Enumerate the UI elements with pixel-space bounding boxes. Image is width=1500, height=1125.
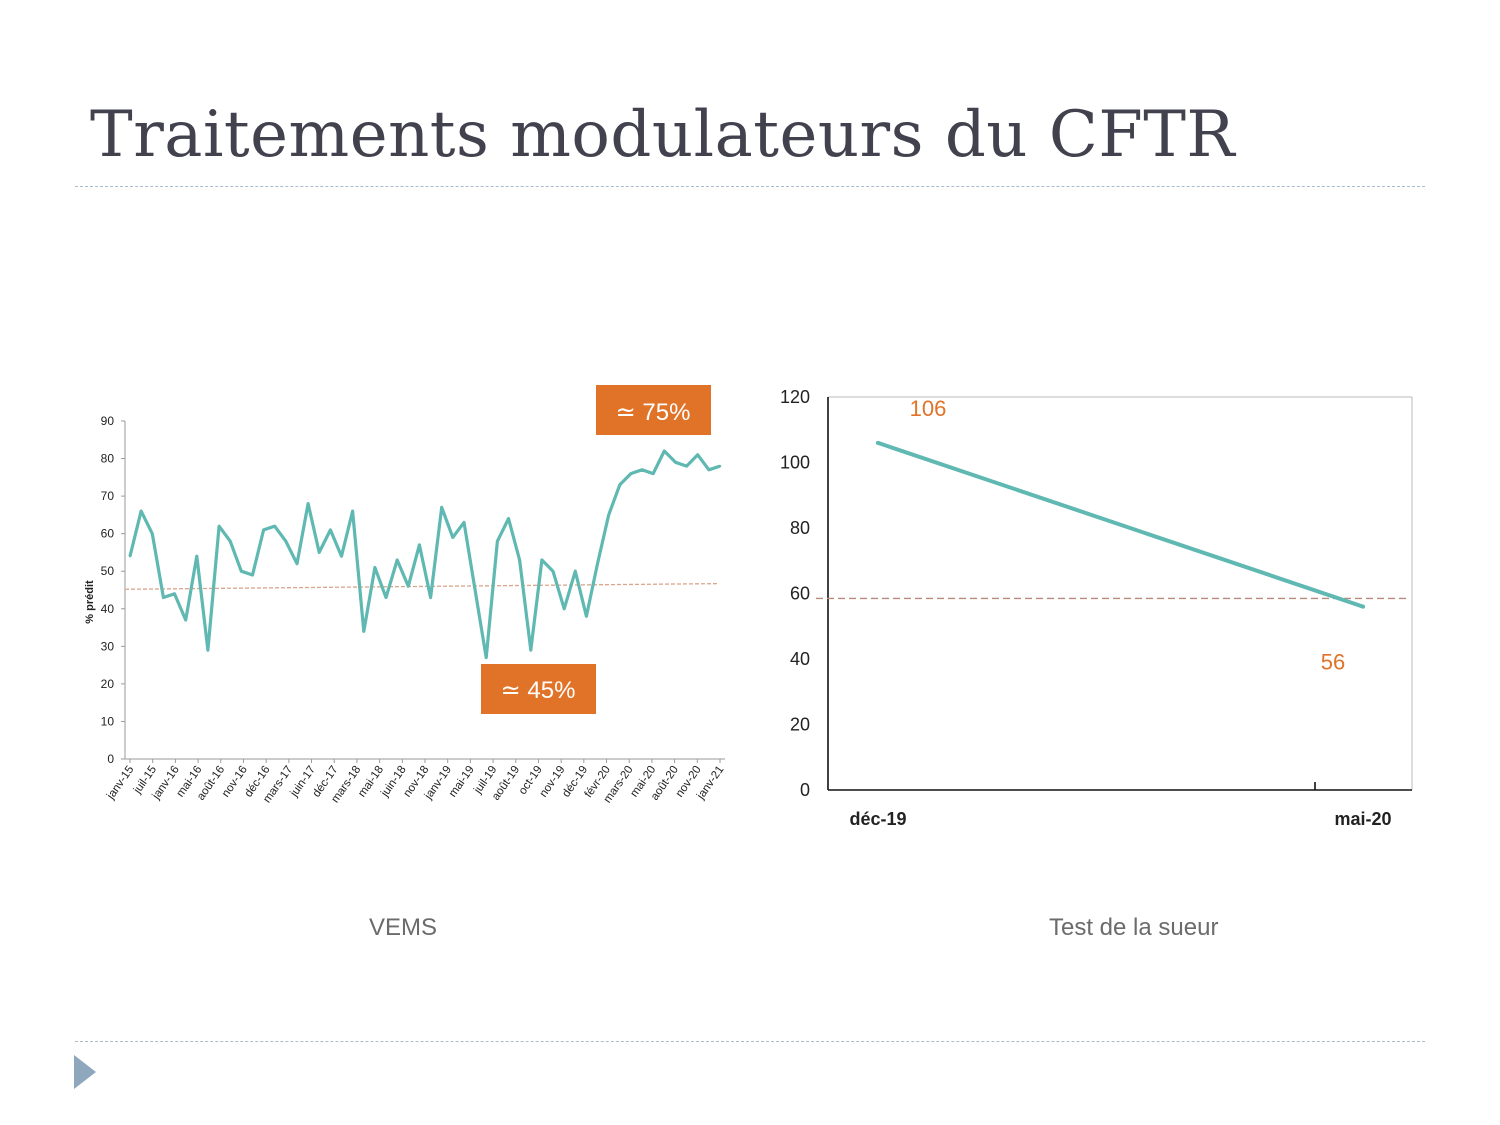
annotation-45: ≃ 45%: [481, 664, 596, 714]
annotation-75-label: ≃ 75%: [616, 399, 691, 426]
vems-data-point: [329, 528, 332, 532]
vems-data-point: [429, 596, 432, 599]
sweat-x-tick-label: mai-20: [1334, 809, 1391, 829]
vems-data-point: [384, 596, 388, 599]
vems-data-point: [128, 555, 132, 558]
vems-data-point: [284, 539, 288, 543]
sweat-y-tick-label: 80: [790, 518, 810, 538]
sweat-test-line-chart: 0 20 40 60 80 100 120 déc-19 mai-20 106 56: [780, 387, 1413, 829]
vems-y-tick-label: 50: [101, 564, 115, 578]
vems-data-point: [318, 551, 321, 554]
vems-data-point: [217, 524, 221, 528]
sweat-series-line: [876, 440, 1365, 609]
sweat-data-point: [876, 440, 880, 445]
vems-data-point: [529, 648, 532, 652]
vems-data-point: [262, 528, 265, 532]
vems-data-point: [151, 532, 154, 535]
sweat-data-label: 56: [1321, 650, 1345, 675]
vems-data-point: [306, 502, 310, 505]
vems-data-point: [451, 536, 455, 539]
title-divider: [75, 186, 1425, 187]
triangle-bullet-icon: [74, 1055, 96, 1089]
vems-y-tick-label: 30: [101, 639, 115, 653]
sweat-y-tick-label: 20: [790, 715, 810, 735]
vems-data-point: [585, 615, 588, 618]
vems-data-point: [362, 630, 365, 633]
sweat-data-point: [1361, 604, 1365, 609]
vems-data-point: [373, 566, 377, 569]
vems-data-point: [652, 472, 655, 475]
vems-data-point: [707, 468, 711, 472]
vems-data-point: [407, 585, 410, 588]
vems-data-point: [462, 521, 466, 524]
annotation-75: ≃ 75%: [596, 385, 711, 435]
vems-data-point: [228, 539, 232, 543]
footer-divider: [75, 1041, 1425, 1042]
vems-y-tick-label: 10: [101, 714, 115, 728]
vems-data-point: [574, 570, 577, 573]
sweat-data-label: 106: [910, 396, 947, 421]
vems-data-point: [473, 588, 477, 592]
vems-data-point: [674, 461, 677, 464]
caption-sweat-test: Test de la sueur: [1049, 914, 1219, 941]
vems-data-point: [295, 562, 299, 565]
sweat-y-tick-label: 0: [800, 780, 810, 800]
vems-data-point: [696, 453, 699, 456]
vems-data-point: [440, 506, 443, 509]
vems-y-axis-label: % prédit: [84, 580, 96, 624]
vems-data-point: [663, 449, 666, 453]
vems-data-point: [618, 483, 622, 487]
vems-data-point: [273, 524, 276, 528]
vems-data-point: [340, 555, 343, 558]
vems-data-point: [418, 543, 421, 547]
vems-series-line: [128, 449, 721, 660]
vems-data-point: [162, 596, 165, 599]
vems-data-point: [251, 573, 254, 577]
vems-y-tick-label: 70: [101, 489, 115, 503]
vems-data-point: [485, 656, 488, 659]
vems-data-point: [518, 558, 521, 562]
vems-data-point: [206, 648, 210, 652]
vems-data-point: [395, 558, 399, 562]
sweat-y-tick-label: 60: [790, 584, 810, 604]
vems-data-point: [195, 555, 198, 558]
vems-data-point: [184, 618, 187, 622]
vems-y-tick-label: 60: [101, 527, 115, 541]
vems-data-point: [607, 513, 610, 517]
annotation-45-label: ≃ 45%: [501, 677, 576, 704]
caption-vems: VEMS: [369, 914, 438, 941]
vems-data-point: [562, 607, 566, 610]
vems-data-point: [240, 570, 243, 573]
vems-data-point: [640, 468, 644, 472]
vems-data-point: [718, 464, 722, 468]
vems-x-tick-label: janv-15: [104, 764, 136, 803]
annotation-75-box: [596, 385, 711, 435]
vems-y-tick-label: 90: [101, 414, 115, 428]
vems-y-tick-label: 20: [101, 677, 115, 691]
annotation-45-box: [481, 664, 596, 714]
vems-data-point: [540, 558, 544, 562]
vems-y-tick-label: 40: [101, 602, 115, 616]
sweat-x-tick-label: déc-19: [849, 809, 906, 829]
vems-data-point: [507, 517, 510, 520]
sweat-y-tick-label: 40: [790, 649, 810, 669]
vems-data-point: [496, 539, 499, 543]
vems-data-point: [139, 509, 143, 513]
page-title: Traitements modulateurs du CFTR: [90, 98, 1236, 172]
sweat-y-tick-label: 100: [780, 453, 810, 473]
vems-data-point: [685, 464, 688, 468]
vems-y-tick-label: 0: [107, 752, 114, 766]
vems-data-point: [596, 562, 599, 565]
vems-data-point: [351, 509, 354, 513]
vems-data-point: [551, 570, 555, 573]
vems-trend-line: [124, 582, 719, 590]
sweat-y-tick-label: 120: [780, 387, 810, 407]
vems-y-tick-label: 80: [101, 452, 115, 466]
vems-data-point: [173, 592, 176, 595]
vems-data-point: [629, 472, 633, 475]
